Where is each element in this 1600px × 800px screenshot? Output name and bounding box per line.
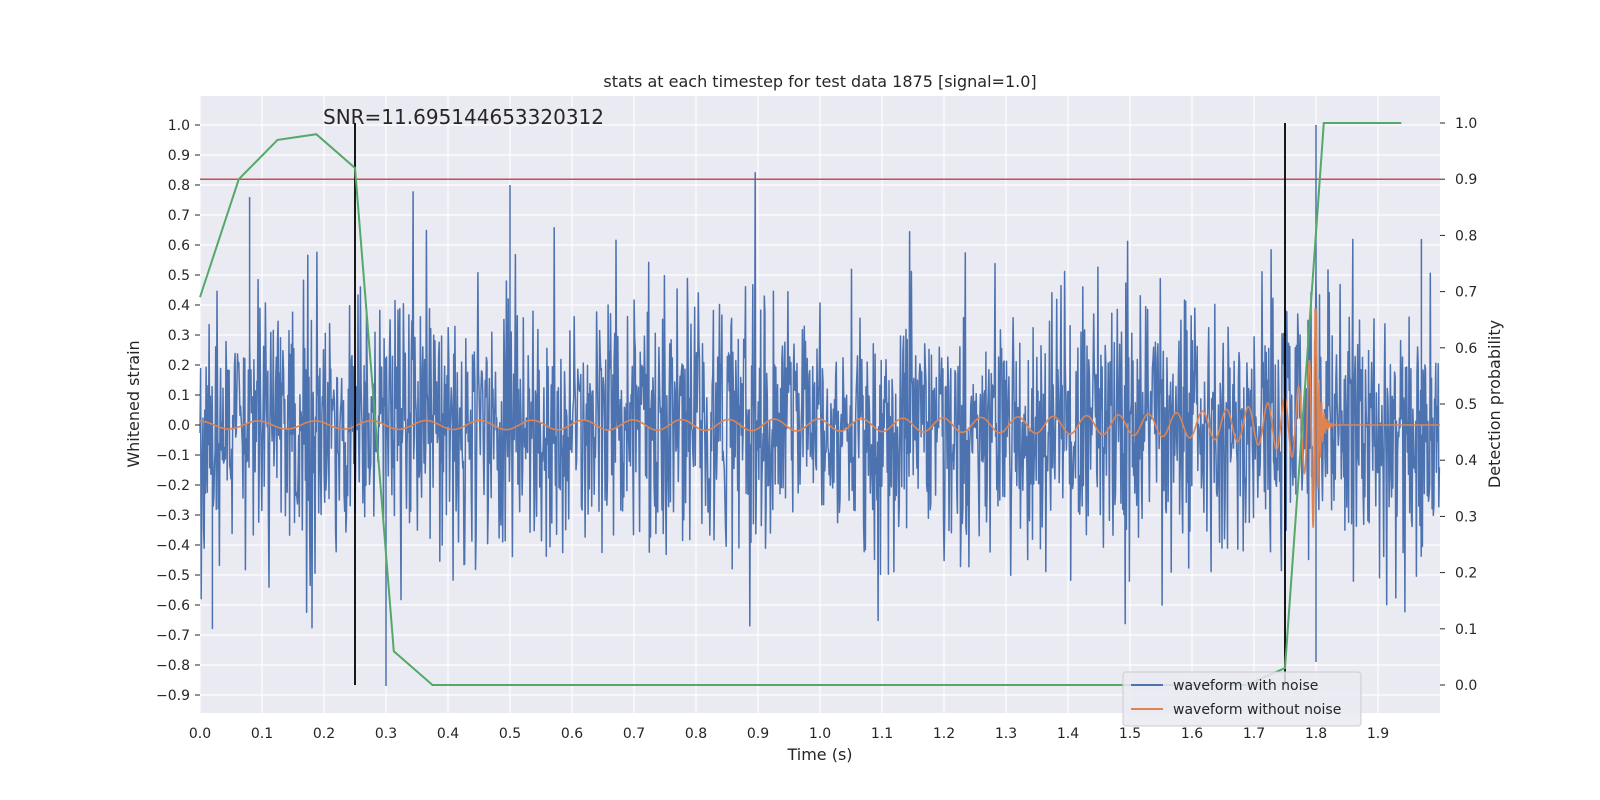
x-tick-label: 0.4 [437, 726, 459, 742]
y-tick-label: −0.4 [156, 538, 190, 554]
y-tick-label: 0.8 [168, 178, 190, 194]
y-tick-label: 1.0 [168, 118, 190, 134]
x-tick-label: 0.2 [313, 726, 335, 742]
series-waveform-without-noise [200, 308, 1440, 528]
x-tick-label: 1.3 [995, 726, 1017, 742]
y-tick-label: 0.7 [168, 208, 190, 224]
y2-axis-label: Detection probability [1485, 320, 1504, 488]
y-tick-label: −0.6 [156, 598, 190, 614]
x-tick-label: 1.9 [1367, 726, 1389, 742]
x-tick-label: 1.0 [809, 726, 831, 742]
probability-line [199, 122, 1402, 686]
x-tick-label: 1.5 [1119, 726, 1141, 742]
x-tick-labels: 0.0 0.1 0.2 0.3 0.4 0.5 0.6 0.7 0.8 0.9 1.0 1.1 1.2 1… [189, 726, 1389, 742]
x-tick-label: 0.7 [623, 726, 645, 742]
y2-tick-label: 0.5 [1455, 397, 1477, 413]
y-tick-label: −0.3 [156, 508, 190, 524]
x-axis-label: Time (s) [786, 745, 852, 764]
y2-tick-label: 0.2 [1455, 566, 1477, 582]
x-tick-label: 1.1 [871, 726, 893, 742]
marker-lines [354, 123, 1286, 685]
chart-title: stats at each timestep for test data 187… [603, 72, 1036, 91]
y-axis-label: Whitened strain [124, 340, 143, 467]
y-tick-label: 0.0 [168, 418, 190, 434]
y-tick-label: −0.2 [156, 478, 190, 494]
y-tick-labels: −0.9 −0.8 −0.7 −0.6 −0.5 −0.4 −0.3 −0.2 −0.1 0.0 0… [156, 118, 200, 704]
legend: waveform with noise waveform without noi… [1122, 671, 1362, 727]
series-detection-probability [199, 122, 1402, 686]
x-tick-label: 0.1 [251, 726, 273, 742]
y2-tick-label: 0.0 [1455, 678, 1477, 694]
y2-tick-labels: 0.0 0.1 0.2 0.3 0.4 0.5 0.6 0.7 0.8 0.9 1.0 [1440, 116, 1477, 694]
y2-tick-label: 0.3 [1455, 509, 1477, 525]
x-tick-label: 0.5 [499, 726, 521, 742]
y2-tick-label: 0.1 [1455, 622, 1477, 638]
y-tick-label: 0.3 [168, 328, 190, 344]
y-tick-label: −0.1 [156, 448, 190, 464]
y-tick-label: 0.2 [168, 358, 190, 374]
y-tick-label: −0.8 [156, 658, 190, 674]
legend-label-noise: waveform with noise [1173, 678, 1318, 694]
snr-annotation: SNR=11.695144653320312 [323, 105, 604, 129]
x-tick-label: 1.6 [1181, 726, 1203, 742]
clean-line [200, 308, 1440, 528]
y2-tick-label: 0.9 [1455, 172, 1477, 188]
x-tick-label: 1.7 [1243, 726, 1265, 742]
y2-tick-label: 1.0 [1455, 116, 1477, 132]
x-tick-label: 1.2 [933, 726, 955, 742]
legend-box [1122, 671, 1362, 727]
x-tick-label: 0.3 [375, 726, 397, 742]
x-tick-label: 0.6 [561, 726, 583, 742]
y-tick-label: −0.7 [156, 628, 190, 644]
y-tick-label: 0.6 [168, 238, 190, 254]
y-tick-label: 0.9 [168, 148, 190, 164]
y-tick-label: −0.5 [156, 568, 190, 584]
y-tick-label: 0.1 [168, 388, 190, 404]
y2-tick-label: 0.6 [1455, 341, 1477, 357]
y-tick-label: 0.4 [168, 298, 190, 314]
x-tick-label: 0.9 [747, 726, 769, 742]
y2-tick-label: 0.7 [1455, 285, 1477, 301]
y2-tick-label: 0.8 [1455, 228, 1477, 244]
legend-label-clean: waveform without noise [1173, 702, 1341, 718]
x-tick-label: 1.4 [1057, 726, 1079, 742]
y-tick-label: 0.5 [168, 268, 190, 284]
y2-tick-label: 0.4 [1455, 453, 1477, 469]
x-tick-label: 0.8 [685, 726, 707, 742]
x-tick-label: 1.8 [1305, 726, 1327, 742]
x-tick-label: 0.0 [189, 726, 211, 742]
y-tick-label: −0.9 [156, 688, 190, 704]
